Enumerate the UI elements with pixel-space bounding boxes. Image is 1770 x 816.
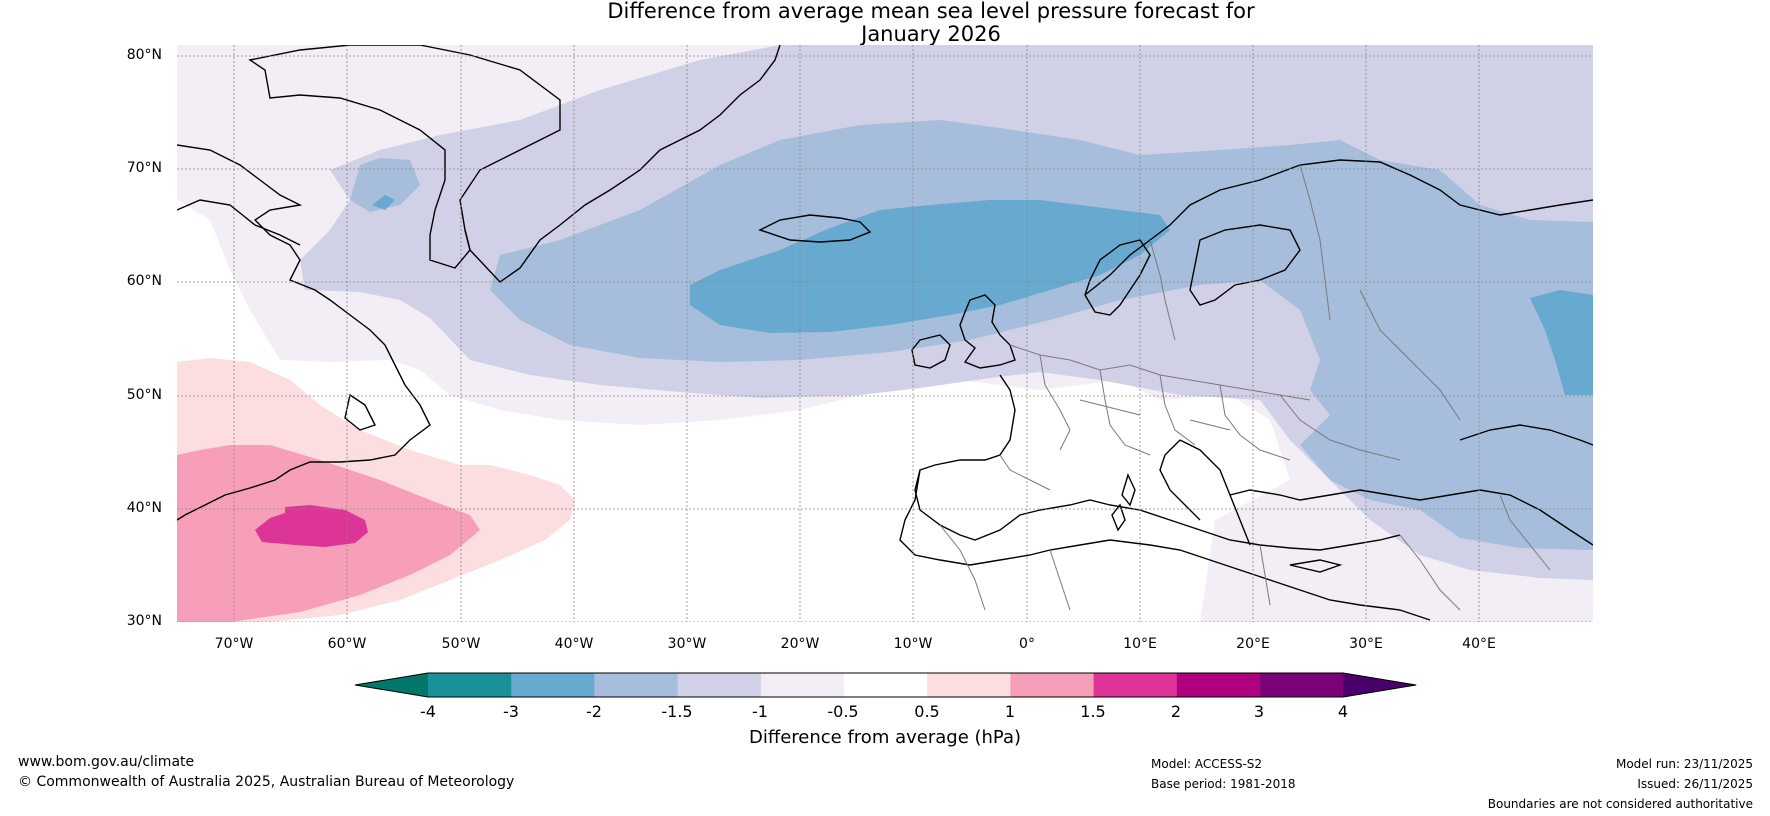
lon-label: 10°W (893, 636, 933, 652)
colorbar-tick: -1.5 (661, 702, 693, 721)
model-run-text: Model run: 23/11/2025 (1615, 757, 1753, 771)
colorbar-tick: -2 (586, 702, 602, 721)
colorbar-tick: 1 (1004, 702, 1016, 721)
lon-label: 70°W (214, 636, 254, 652)
base-period-text: Base period: 1981-2018 (1151, 777, 1296, 791)
country-borders (939, 164, 1551, 611)
colorbar-tick: -0.5 (827, 702, 859, 721)
colorbar-segment (844, 673, 928, 697)
lon-label: 60°W (327, 636, 367, 652)
model-text: Model: ACCESS-S2 (1151, 757, 1263, 771)
title-line-2: January 2026 (861, 22, 1001, 46)
colorbar-over-arrow (1343, 673, 1417, 697)
anomaly-region-plus-1-5 (255, 505, 368, 547)
colorbar-segment (1010, 673, 1095, 697)
colorbar-segment (760, 673, 845, 697)
graticule (177, 45, 1593, 622)
colorbar-tick: 0.5 (914, 702, 940, 721)
colorbar-tick: -4 (420, 702, 436, 721)
colorbar-tick: -1 (752, 702, 768, 721)
lat-label: 40°N (126, 500, 162, 516)
lat-label: 80°N (126, 47, 162, 63)
colorbar-segment (927, 673, 1011, 697)
colorbar-segment (677, 673, 762, 697)
colorbar-tick: 1.5 (1080, 702, 1106, 721)
copyright-text: © Commonwealth of Australia 2025, Austra… (18, 774, 515, 790)
coastlines (177, 45, 1593, 621)
lat-label: 30°N (126, 613, 162, 629)
lon-label: 20°W (780, 636, 820, 652)
lat-label: 70°N (126, 160, 162, 176)
issued-text: Issued: 26/11/2025 (1637, 777, 1753, 791)
lon-label: 40°W (554, 636, 594, 652)
colorbar (354, 672, 1417, 698)
colorbar-tick: 2 (1170, 702, 1182, 721)
anomaly-region-minus-2 (372, 195, 1593, 395)
colorbar-label: Difference from average (hPa) (748, 727, 1022, 748)
colorbar-segment (1260, 673, 1344, 697)
colorbar-segment (1093, 673, 1178, 697)
lon-label: 30°E (1349, 636, 1383, 652)
lat-label: 60°N (126, 273, 162, 289)
colorbar-tick: -3 (503, 702, 519, 721)
lon-label: 40°E (1462, 636, 1496, 652)
lon-label: 10°E (1123, 636, 1157, 652)
colorbar-segment (1176, 673, 1261, 697)
lon-label: 20°E (1236, 636, 1270, 652)
disclaimer-text: Boundaries are not considered authoritat… (1487, 797, 1753, 811)
lon-label: 30°W (667, 636, 707, 652)
colorbar-tick: 3 (1253, 702, 1265, 721)
colorbar-segment (594, 673, 679, 697)
anomaly-region-minus-1-5 (350, 120, 1593, 550)
colorbar-outline (354, 672, 1417, 698)
colorbar-segment (428, 673, 512, 697)
map-title: Difference from average mean sea level p… (0, 0, 1770, 46)
pressure-anomaly-map (177, 45, 1593, 622)
colorbar-segment (511, 673, 595, 697)
lon-label: 50°W (441, 636, 481, 652)
lon-label: 0° (1019, 636, 1035, 652)
title-line-1: Difference from average mean sea level p… (607, 0, 1255, 23)
lat-label: 50°N (126, 387, 162, 403)
colorbar-under-arrow (355, 673, 428, 697)
website-link[interactable]: www.bom.gov.au/climate (18, 754, 195, 770)
colorbar-tick: 4 (1337, 702, 1349, 721)
